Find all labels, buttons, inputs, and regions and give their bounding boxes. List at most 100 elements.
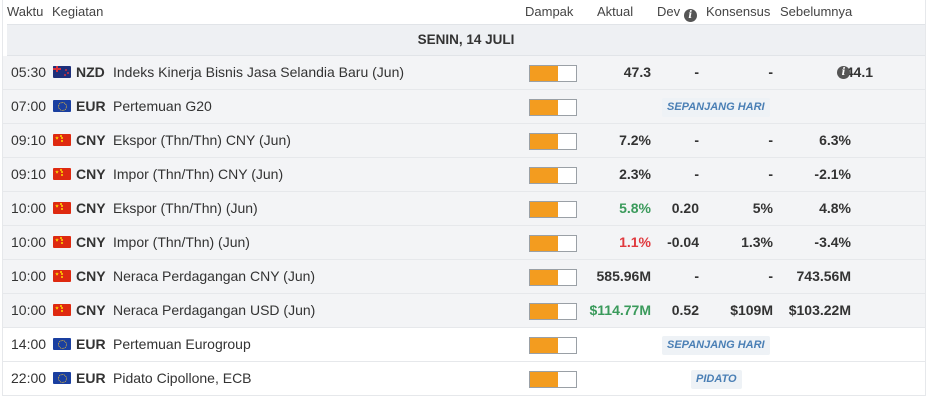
impact-bar-fill <box>530 168 558 183</box>
consensus-value: - <box>768 166 773 182</box>
previous-value: 743.56M <box>796 268 851 284</box>
actual-value: 585.96M <box>596 268 651 284</box>
event-time: 10:00 <box>11 200 47 216</box>
impact-bar <box>529 65 577 82</box>
currency-code: CNY <box>76 132 106 148</box>
event-name[interactable]: Pertemuan G20 <box>113 98 212 114</box>
event-row[interactable]: 10:00 CNY Neraca Perdagangan CNY (Jun) 585.… <box>3 260 925 294</box>
event-row[interactable]: 05:30 NZD Indeks Kinerja Bisnis Jasa Selan… <box>3 56 925 90</box>
event-time: 14:00 <box>11 336 47 352</box>
event-name[interactable]: Ekspor (Thn/Thn) (Jun) <box>113 200 258 216</box>
dev-value: - <box>694 64 699 80</box>
dev-value: - <box>694 268 699 284</box>
china-flag-icon <box>53 202 71 214</box>
event-time: 07:00 <box>11 98 47 114</box>
eu-flag-icon <box>53 338 71 350</box>
event-name[interactable]: Pertemuan Eurogroup <box>113 336 251 352</box>
event-name[interactable]: Neraca Perdagangan USD (Jun) <box>113 302 316 318</box>
actual-value: 2.3% <box>619 166 651 182</box>
all-day-badge: SEPANJANG HARI <box>662 336 770 355</box>
event-row[interactable]: 10:00 CNY Neraca Perdagangan USD (Jun) $114… <box>3 294 925 328</box>
impact-bar-fill <box>530 236 558 251</box>
impact-bar <box>529 99 577 116</box>
info-icon[interactable]: i <box>683 9 697 22</box>
impact-bar-fill <box>530 202 558 217</box>
eu-flag-icon <box>53 100 71 112</box>
actual-value: 5.8% <box>619 200 651 216</box>
event-row[interactable]: 09:10 CNY Impor (Thn/Thn) CNY (Jun) 2.3% - - -… <box>3 158 925 192</box>
impact-bar-fill <box>530 270 558 285</box>
event-time: 22:00 <box>11 370 47 386</box>
previous-value: -2.1% <box>814 166 851 182</box>
impact-bar-fill <box>530 372 558 387</box>
currency-code: CNY <box>76 302 106 318</box>
event-row[interactable]: 14:00 EUR Pertemuan Eurogroup SEPANJANG HAR… <box>3 328 925 362</box>
actual-value: 47.3 <box>623 64 651 80</box>
impact-bar <box>529 235 577 252</box>
header-event: Kegiatan <box>52 4 104 19</box>
event-time: 10:00 <box>11 234 47 250</box>
china-flag-icon <box>53 236 71 248</box>
consensus-value: - <box>768 132 773 148</box>
actual-value: $114.77M <box>589 302 652 318</box>
currency-code: CNY <box>76 200 106 216</box>
impact-bar <box>529 167 577 184</box>
impact-bar <box>529 269 577 286</box>
event-row[interactable]: 22:00 EUR Pidato Cipollone, ECB PIDATO <box>3 362 925 396</box>
event-name[interactable]: Ekspor (Thn/Thn) CNY (Jun) <box>113 132 291 148</box>
header-consensus: Konsensus <box>706 4 771 19</box>
dev-value: 0.52 <box>671 302 699 318</box>
impact-bar-fill <box>530 100 558 115</box>
dev-value: 0.20 <box>671 200 699 216</box>
event-name[interactable]: Neraca Perdagangan CNY (Jun) <box>113 268 316 284</box>
event-time: 09:10 <box>11 132 47 148</box>
table-header: Waktu Kegiatan Dampak Aktual Dev i Konse… <box>3 0 925 24</box>
china-flag-icon <box>53 168 71 180</box>
currency-code: EUR <box>76 336 106 352</box>
event-name[interactable]: Indeks Kinerja Bisnis Jasa Selandia Baru… <box>113 64 405 80</box>
impact-bar <box>529 133 577 150</box>
header-impact: Dampak <box>525 4 574 19</box>
event-name[interactable]: Pidato Cipollone, ECB <box>113 370 252 386</box>
currency-code: CNY <box>76 268 106 284</box>
header-actual: Aktual <box>597 4 634 19</box>
date-separator: SENIN, 14 JULI <box>7 24 925 56</box>
impact-bar <box>529 371 577 388</box>
dev-value: -0.04 <box>667 234 699 250</box>
dev-value: - <box>694 166 699 182</box>
impact-bar-fill <box>530 134 558 149</box>
dev-value: - <box>694 132 699 148</box>
impact-bar <box>529 337 577 354</box>
previous-value: 4.8% <box>819 200 851 216</box>
consensus-value: 1.3% <box>741 234 773 250</box>
china-flag-icon <box>53 270 71 282</box>
eu-flag-icon <box>53 372 71 384</box>
currency-code: CNY <box>76 166 106 182</box>
all-day-badge: PIDATO <box>691 370 742 389</box>
previous-value: 6.3% <box>819 132 851 148</box>
event-row[interactable]: 10:00 CNY Ekspor (Thn/Thn) (Jun) 5.8% 0.20 5%… <box>3 192 925 226</box>
consensus-value: 5% <box>752 200 773 216</box>
currency-code: CNY <box>76 234 106 250</box>
previous-value: -3.4% <box>814 234 851 250</box>
impact-bar <box>529 303 577 320</box>
impact-bar-fill <box>530 338 558 353</box>
impact-bar-fill <box>530 66 558 81</box>
impact-bar <box>529 201 577 218</box>
china-flag-icon <box>53 304 71 316</box>
currency-code: EUR <box>76 98 106 114</box>
previous-value: $103.22M <box>788 302 851 318</box>
event-row[interactable]: 07:00 EUR Pertemuan G20 SEPANJANG HARI <box>3 90 925 124</box>
actual-value: 1.1% <box>619 234 651 250</box>
info-icon[interactable]: i <box>837 66 850 79</box>
impact-bar-fill <box>530 304 558 319</box>
actual-value: 7.2% <box>619 132 651 148</box>
event-row[interactable]: 10:00 CNY Impor (Thn/Thn) (Jun) 1.1% -0.04 1.… <box>3 226 925 260</box>
currency-code: NZD <box>76 64 105 80</box>
currency-code: EUR <box>76 370 106 386</box>
event-name[interactable]: Impor (Thn/Thn) CNY (Jun) <box>113 166 284 182</box>
economic-calendar-table: Waktu Kegiatan Dampak Aktual Dev i Konse… <box>2 0 926 396</box>
header-time: Waktu <box>7 4 44 19</box>
event-row[interactable]: 09:10 CNY Ekspor (Thn/Thn) CNY (Jun) 7.2% - -… <box>3 124 925 158</box>
event-name[interactable]: Impor (Thn/Thn) (Jun) <box>113 234 250 250</box>
